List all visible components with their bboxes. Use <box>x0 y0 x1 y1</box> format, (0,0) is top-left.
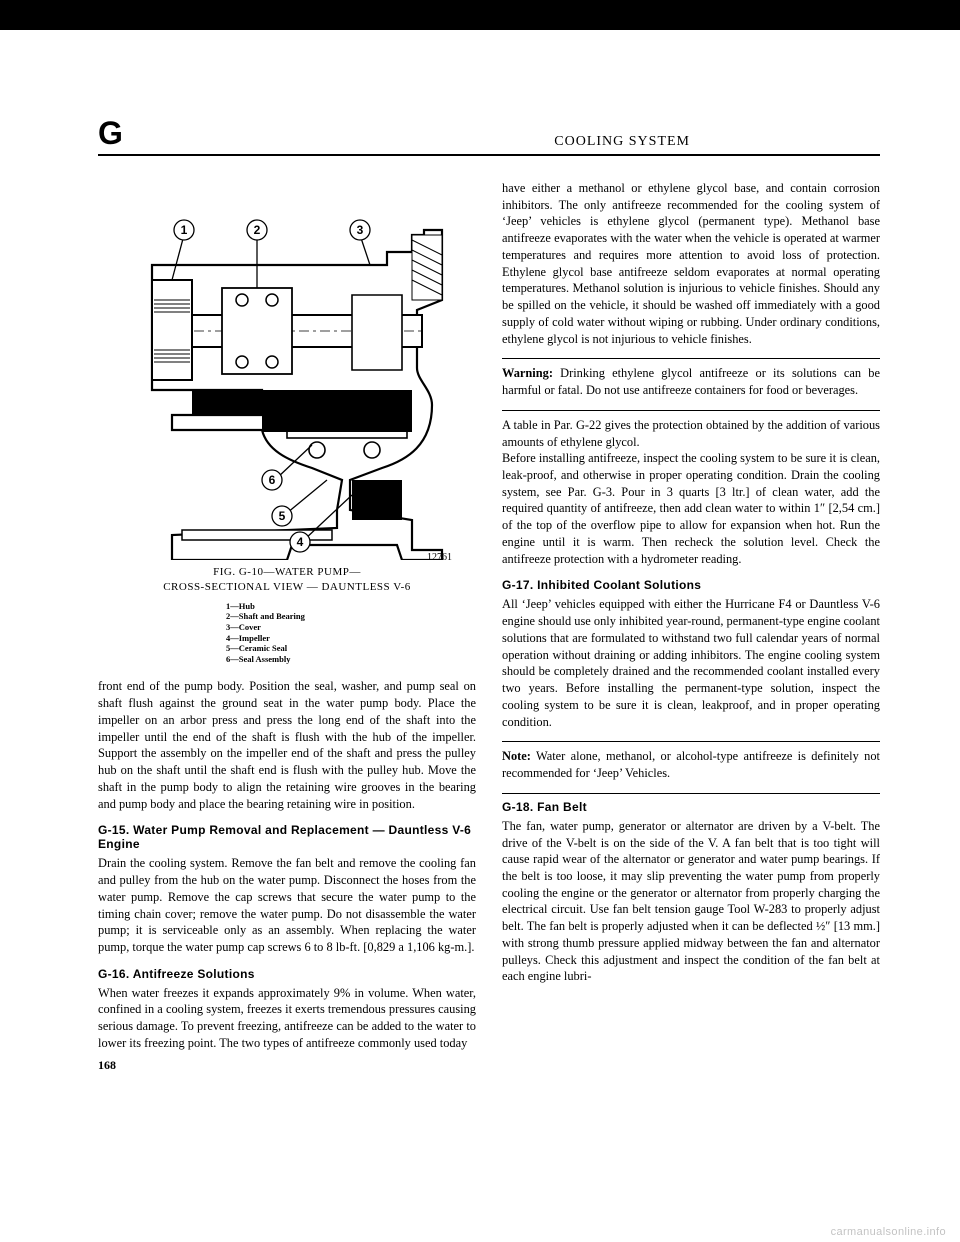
figure-g10: 1 2 3 6 <box>98 180 476 664</box>
figure-caption-line2: CROSS-SECTIONAL VIEW — DAUNTLESS V-6 <box>163 581 411 593</box>
callout-6: 6 <box>269 473 276 487</box>
callout-3: 3 <box>357 223 364 237</box>
page-number: 168 <box>98 1058 880 1073</box>
right-p5: All ‘Jeep’ vehicles equipped with either… <box>502 596 880 730</box>
right-p7: The fan, water pump, generator or altern… <box>502 818 880 985</box>
callout-4: 4 <box>297 535 304 549</box>
legend-6: 6—Seal Assembly <box>226 654 476 665</box>
warning-paragraph: Warning: Drinking ethylene glycol antifr… <box>502 365 880 398</box>
heading-g16: G-16. Antifreeze Solutions <box>98 967 476 981</box>
heading-g17: G-17. Inhibited Coolant Solutions <box>502 578 880 592</box>
note-paragraph: Note: Water alone, methanol, or alcohol-… <box>502 748 880 781</box>
warning-label: Warning: <box>502 366 553 380</box>
figure-legend: 1—Hub 2—Shaft and Bearing 3—Cover 4—Impe… <box>226 601 476 665</box>
note-label: Note: <box>502 749 531 763</box>
divider-1 <box>502 358 880 359</box>
figure-caption-line1: FIG. G-10—WATER PUMP— <box>213 566 361 578</box>
callout-5: 5 <box>279 509 286 523</box>
heading-g18: G-18. Fan Belt <box>502 800 880 814</box>
callout-1: 1 <box>181 223 188 237</box>
footer-watermark: carmanualsonline.info <box>831 1226 946 1238</box>
legend-2: 2—Shaft and Bearing <box>226 611 476 622</box>
legend-3: 3—Cover <box>226 622 476 633</box>
right-p1: have either a methanol or ethylene glyco… <box>502 180 880 347</box>
right-p6: Water alone, methanol, or alcohol-type a… <box>502 749 880 780</box>
two-column-layout: 1 2 3 6 <box>98 180 880 1052</box>
callout-2: 2 <box>254 223 261 237</box>
legend-4: 4—Impeller <box>226 633 476 644</box>
page-header: G COOLING SYSTEM <box>98 115 880 156</box>
page-content: G COOLING SYSTEM <box>0 30 960 1093</box>
right-p3: A table in Par. G-22 gives the protectio… <box>502 417 880 450</box>
legend-1: 1—Hub <box>226 601 476 612</box>
figure-caption: FIG. G-10—WATER PUMP— CROSS-SECTIONAL VI… <box>98 565 476 595</box>
header-title: COOLING SYSTEM <box>554 134 690 152</box>
water-pump-diagram: 1 2 3 6 <box>112 180 462 560</box>
section-letter: G <box>98 115 124 152</box>
right-p4: Before installing antifreeze, inspect th… <box>502 450 880 567</box>
left-p2: Drain the cooling system. Remove the fan… <box>98 855 476 955</box>
right-p2: Drinking ethylene glycol antifreeze or i… <box>502 366 880 397</box>
left-p3: When water freezes it expands approximat… <box>98 985 476 1052</box>
top-black-bar <box>0 0 960 30</box>
divider-2 <box>502 410 880 411</box>
divider-3 <box>502 741 880 742</box>
legend-5: 5—Ceramic Seal <box>226 643 476 654</box>
divider-4 <box>502 793 880 794</box>
right-column: have either a methanol or ethylene glyco… <box>502 180 880 1052</box>
left-column: 1 2 3 6 <box>98 180 476 1052</box>
heading-g15: G-15. Water Pump Removal and Replacement… <box>98 823 476 851</box>
left-p1: front end of the pump body. Position the… <box>98 678 476 812</box>
